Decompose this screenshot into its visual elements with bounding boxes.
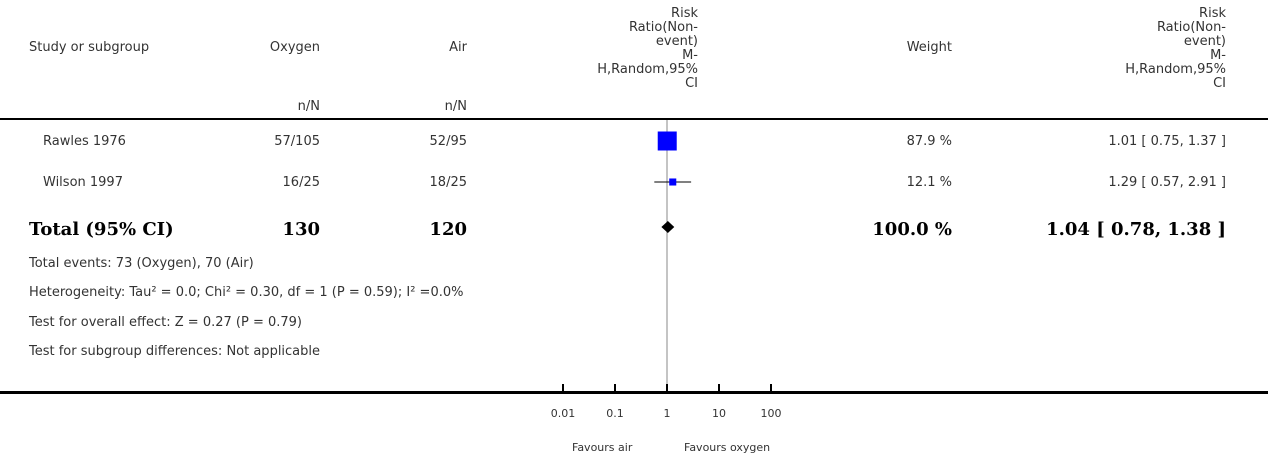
total-effect: 1.04 [ 0.78, 1.38 ] [1046,219,1226,240]
oxygen-events: 57/105 [274,134,320,149]
header-plot: Risk Ratio(Non- event) M- H,Random,95% C… [580,7,698,91]
favours-right-label: Favours oxygen [684,441,771,454]
axis-tick-label: 10 [712,407,726,420]
total-events-note: Total events: 73 (Oxygen), 70 (Air) [29,256,254,271]
oxygen-events: 16/25 [282,175,320,190]
total-oxygen: 130 [282,219,320,240]
pooled-diamond [661,221,675,233]
header-effect-line: CI [1213,76,1226,91]
header-plot-line: CI [685,76,698,91]
study-weight: 87.9 % [906,134,952,149]
header-plot-line: M- [682,48,698,63]
header-effect-line: Ratio(Non- [1156,20,1226,35]
header-weight: Weight [906,40,952,55]
header-oxygen: Oxygen [269,40,320,55]
axis-tick-label: 0.01 [550,407,576,420]
study-name: Rawles 1976 [43,134,126,149]
header-rule [0,118,1268,120]
study-effect: 1.29 [ 0.57, 2.91 ] [1108,175,1226,190]
header-effect-line: H,Random,95% [1125,62,1226,77]
bottom-rule [0,391,1268,394]
air-events: 52/95 [429,134,467,149]
favours-left-label: Favours air [572,441,633,454]
header-plot-line: H,Random,95% [597,62,698,77]
study-effect-box [669,178,677,186]
header-effect-line: event) [1183,34,1226,49]
total-label: Total (95% CI) [29,219,174,240]
header-study: Study or subgroup [29,40,150,55]
study-weight: 12.1 % [906,175,952,190]
header-air-subheader: n/N [444,99,467,114]
header-effect-line: Risk [1199,6,1226,21]
header-effect-line: M- [1210,48,1226,63]
subgroup-differences-note: Test for subgroup differences: Not appli… [29,344,321,359]
study-effect: 1.01 [ 0.75, 1.37 ] [1108,134,1226,149]
total-weight: 100.0 % [872,219,952,240]
header-air: Air [449,40,467,55]
heterogeneity-note: Heterogeneity: Tau² = 0.0; Chi² = 0.30, … [29,285,464,300]
header-plot-line: Ratio(Non- [628,20,698,35]
overall-effect-note: Test for overall effect: Z = 0.27 (P = 0… [29,315,302,330]
header-effect: Risk Ratio(Non- event) M- H,Random,95% C… [1108,7,1226,91]
axis-tick-label: 100 [760,407,782,420]
header-oxygen-subheader: n/N [297,99,320,114]
study-name: Wilson 1997 [43,175,123,190]
study-effect-box [657,131,677,151]
total-air: 120 [429,219,467,240]
air-events: 18/25 [429,175,467,190]
header-plot-line: Risk [671,6,698,21]
axis-tick-label: 0.1 [606,407,624,420]
header-plot-line: event) [655,34,698,49]
axis-tick-label: 1 [663,407,671,420]
